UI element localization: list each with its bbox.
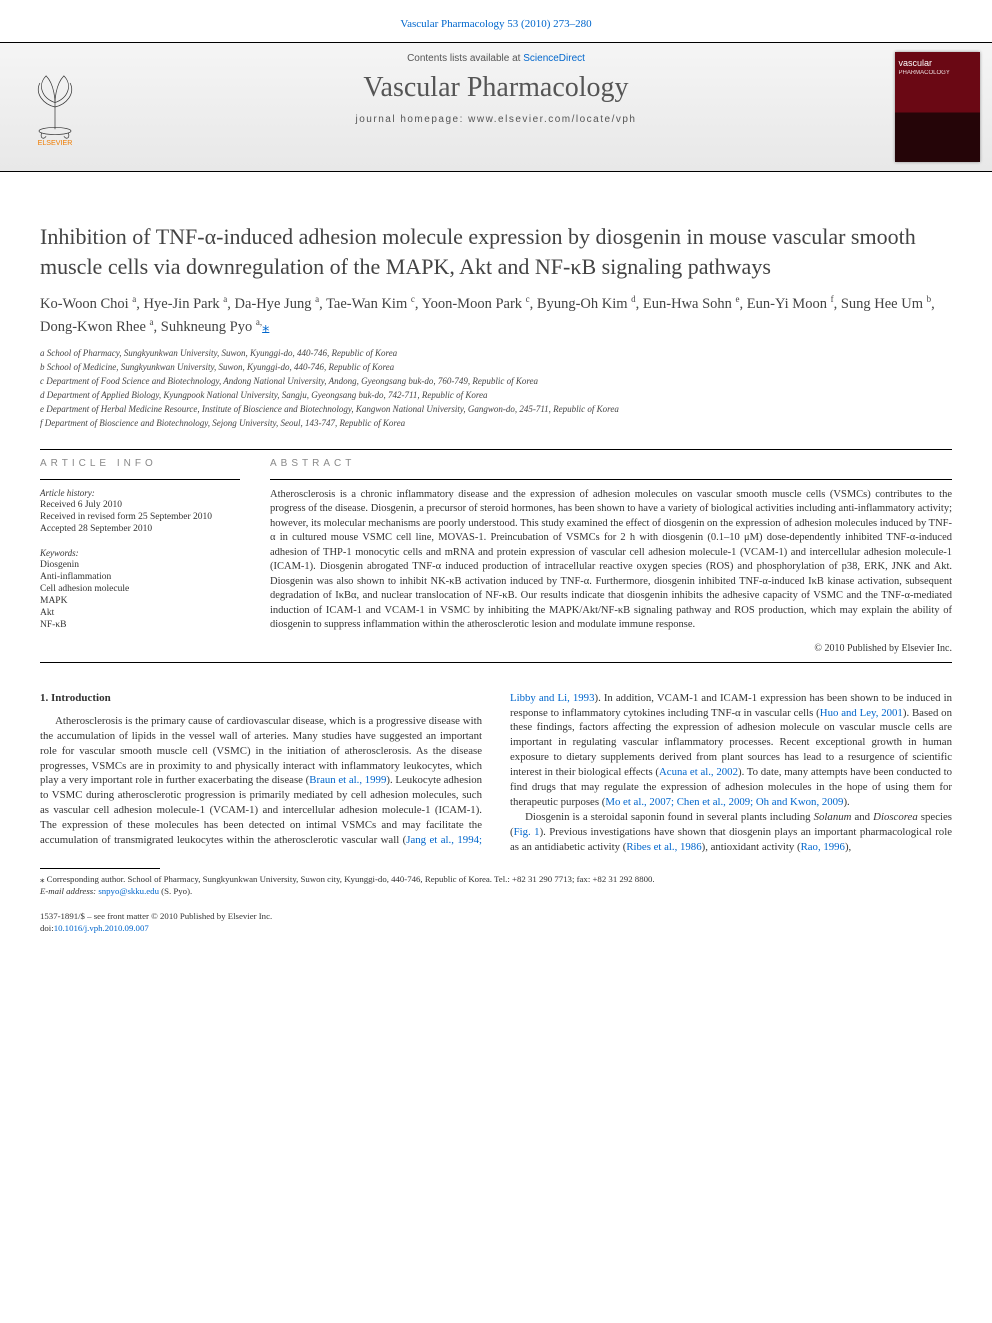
fig-link[interactable]: Fig. 1 — [514, 826, 540, 838]
keyword-item: NF-κB — [40, 620, 240, 630]
keyword-item: Cell adhesion molecule — [40, 584, 240, 594]
keywords-list: Diosgenin Anti-inflammation Cell adhesion … — [40, 560, 240, 630]
article-info: ARTICLE INFO Article history: Received 6… — [40, 458, 240, 654]
keyword-item: Akt — [40, 608, 240, 618]
history-label: Article history: — [40, 488, 240, 498]
abstract-label: ABSTRACT — [270, 458, 952, 469]
journal-name: Vascular Pharmacology — [110, 72, 882, 104]
history-item: Accepted 28 September 2010 — [40, 524, 240, 534]
article-title: Inhibition of TNF-α-induced adhesion mol… — [40, 222, 952, 281]
footnote-text: Corresponding author. School of Pharmacy… — [44, 874, 654, 884]
ref-link[interactable]: Huo and Ley, 2001 — [820, 707, 903, 719]
affiliation-item: b School of Medicine, Sungkyunkwan Unive… — [40, 361, 952, 374]
ref-link[interactable]: Acuna et al., 2002 — [659, 766, 738, 778]
rule-1 — [40, 449, 952, 450]
masthead: ELSEVIER Contents lists available at Sci… — [0, 42, 992, 172]
ref-link[interactable]: Braun et al., 1999 — [309, 774, 386, 786]
cover-box: vascular PHARMACOLOGY — [882, 43, 992, 171]
abstract-copyright: © 2010 Published by Elsevier Inc. — [270, 643, 952, 654]
header-citation-link[interactable]: Vascular Pharmacology 53 (2010) 273–280 — [400, 18, 591, 30]
keywords-label: Keywords: — [40, 548, 240, 558]
keyword-item: Diosgenin — [40, 560, 240, 570]
body-text: 1. Introduction Atherosclerosis is the p… — [0, 671, 992, 855]
contents-prefix: Contents lists available at — [407, 53, 523, 64]
affiliation-item: d Department of Applied Biology, Kyungpo… — [40, 389, 952, 402]
keyword-item: MAPK — [40, 596, 240, 606]
header-cite: 53 (2010) 273–280 — [507, 18, 591, 30]
intro-paragraph-2: Diosgenin is a steroidal saponin found i… — [510, 810, 952, 855]
history-list: Received 6 July 2010 Received in revised … — [40, 500, 240, 534]
email-link[interactable]: snpyo@skku.edu — [98, 886, 159, 896]
doi-line: doi:10.1016/j.vph.2010.09.007 — [40, 923, 952, 935]
footnote-rule — [40, 868, 160, 869]
section-heading: 1. Introduction — [40, 691, 482, 706]
history-item: Received 6 July 2010 — [40, 500, 240, 510]
ref-link[interactable]: Rao, 1996 — [801, 841, 845, 853]
affiliation-item: f Department of Bioscience and Biotechno… — [40, 417, 952, 430]
authors-text: Ko-Woon Choi a, Hye-Jin Park a, Da-Hye J… — [40, 296, 935, 335]
corresponding-footnote: ⁎ Corresponding author. School of Pharma… — [40, 874, 952, 885]
keyword-item: Anti-inflammation — [40, 572, 240, 582]
contents-line: Contents lists available at ScienceDirec… — [110, 53, 882, 64]
abstract-block: ABSTRACT Atherosclerosis is a chronic in… — [270, 458, 952, 654]
footer: 1537-1891/$ – see front matter © 2010 Pu… — [0, 897, 992, 955]
header-citation: Vascular Pharmacology 53 (2010) 273–280 — [0, 0, 992, 42]
email-line: E-mail address: snpyo@skku.edu (S. Pyo). — [40, 886, 952, 897]
journal-cover-icon: vascular PHARMACOLOGY — [895, 52, 980, 162]
homepage-line: journal homepage: www.elsevier.com/locat… — [110, 114, 882, 125]
publisher-logo-box: ELSEVIER — [0, 43, 110, 171]
doi-link[interactable]: 10.1016/j.vph.2010.09.007 — [54, 923, 149, 933]
abstract-text: Atherosclerosis is a chronic inflammator… — [270, 488, 952, 633]
abstract-rule — [270, 479, 952, 480]
affiliation-item: a School of Pharmacy, Sungkyunkwan Unive… — [40, 347, 952, 360]
issn-line: 1537-1891/$ – see front matter © 2010 Pu… — [40, 911, 952, 923]
elsevier-label: ELSEVIER — [38, 139, 73, 147]
rule-2 — [40, 662, 952, 663]
ref-link[interactable]: Ribes et al., 1986 — [626, 841, 701, 853]
doi-label: doi: — [40, 923, 54, 933]
elsevier-logo-icon: ELSEVIER — [20, 67, 90, 147]
authors: Ko-Woon Choi a, Hye-Jin Park a, Da-Hye J… — [0, 293, 992, 346]
footnotes: ⁎ Corresponding author. School of Pharma… — [0, 868, 992, 897]
affiliation-item: e Department of Herbal Medicine Resource… — [40, 403, 952, 416]
article-info-label: ARTICLE INFO — [40, 458, 240, 469]
email-suffix: (S. Pyo). — [159, 886, 192, 896]
email-label: E-mail address: — [40, 886, 98, 896]
sciencedirect-link[interactable]: ScienceDirect — [523, 53, 585, 64]
masthead-center: Contents lists available at ScienceDirec… — [110, 43, 882, 171]
homepage-prefix: journal homepage: — [356, 114, 469, 125]
ref-link[interactable]: Mo et al., 2007; Chen et al., 2009; Oh a… — [605, 796, 843, 808]
history-item: Received in revised form 25 September 20… — [40, 512, 240, 522]
homepage-url: www.elsevier.com/locate/vph — [468, 114, 636, 125]
title-block: Inhibition of TNF-α-induced adhesion mol… — [0, 172, 992, 293]
header-journal: Vascular Pharmacology — [400, 18, 504, 30]
cover-title: vascular — [899, 58, 976, 68]
corresponding-author-link[interactable]: ⁎ — [262, 319, 269, 335]
affiliations: a School of Pharmacy, Sungkyunkwan Unive… — [0, 347, 992, 441]
info-rule — [40, 479, 240, 480]
affiliation-item: c Department of Food Science and Biotech… — [40, 375, 952, 388]
info-grid: ARTICLE INFO Article history: Received 6… — [0, 458, 992, 654]
